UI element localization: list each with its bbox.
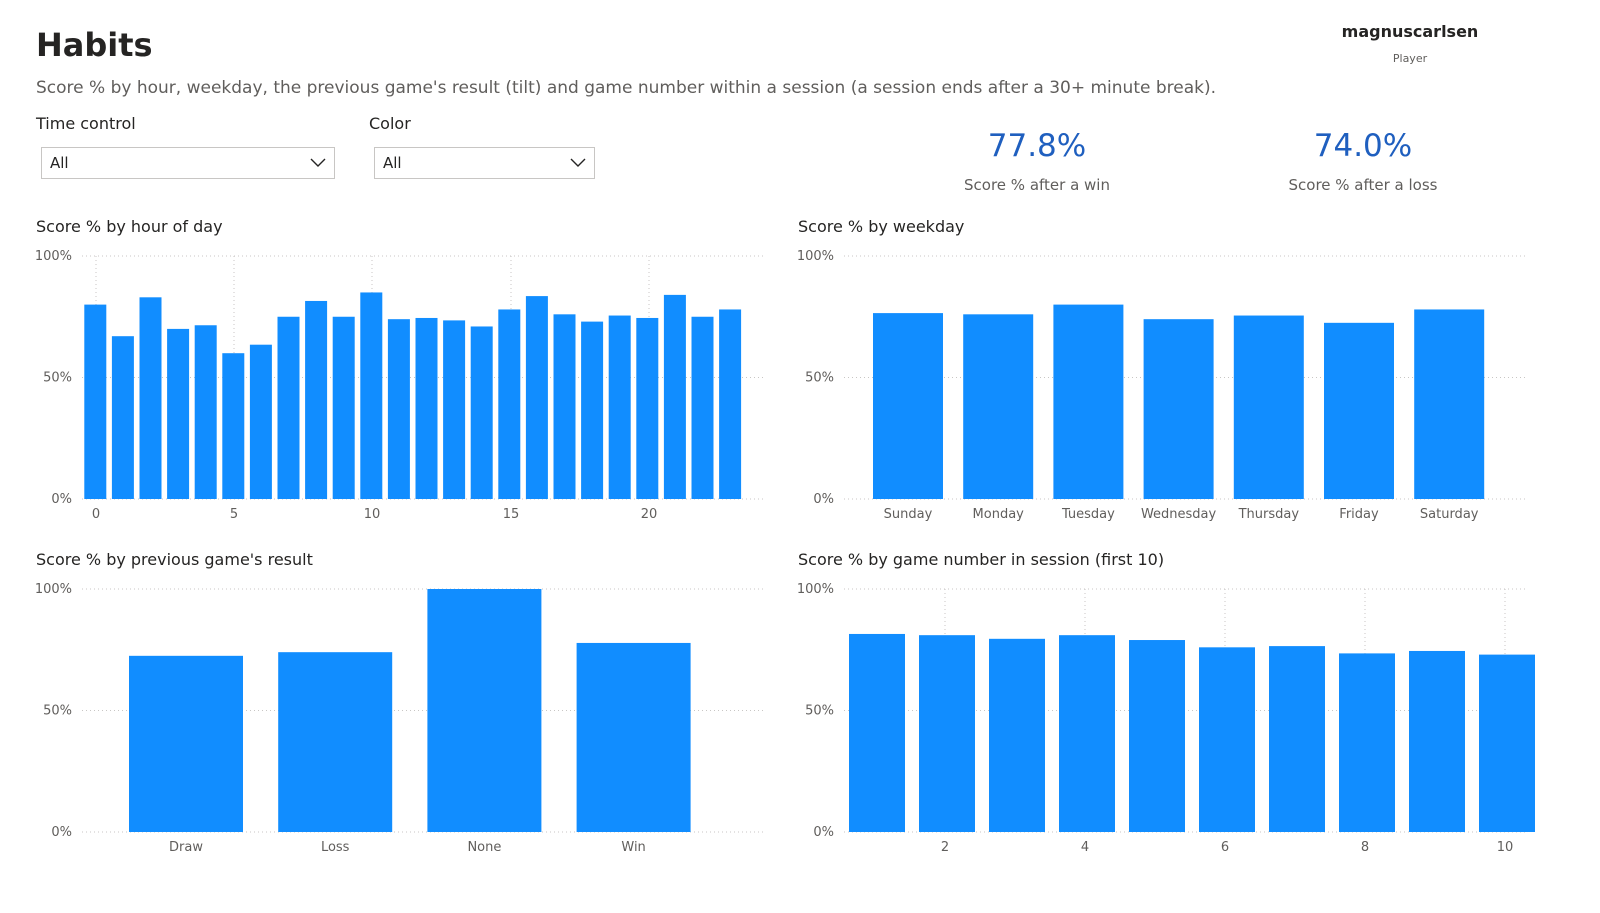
weekday-y-tick-label: 0% (813, 492, 834, 507)
player-caption: Player (1392, 52, 1428, 64)
previous-x-tick-label: Loss (321, 840, 350, 855)
previous-bar (427, 589, 542, 832)
weekday-bar (1053, 304, 1124, 499)
hour-bar (111, 336, 134, 499)
hour-bar (691, 316, 714, 499)
session-bar (1479, 654, 1535, 832)
weekday-y-tick-label: 50% (805, 371, 834, 386)
hour-bar (553, 314, 576, 499)
hour-y-tick-label: 50% (43, 371, 72, 386)
time-control-value: All (50, 154, 69, 172)
chart-title-previous-result: Score % by previous game's result (36, 550, 313, 569)
session-x-tick-label: 8 (1361, 840, 1369, 855)
previous-bar (129, 655, 243, 832)
kpi-after-loss-value: 74.0% (1313, 128, 1413, 164)
player-name: magnuscarlsen (1341, 22, 1479, 41)
session-bar (989, 638, 1045, 832)
hour-bar (525, 296, 548, 499)
color-label: Color (369, 114, 411, 133)
weekday-bar (1143, 319, 1214, 499)
hour-bar (581, 321, 604, 499)
hour-bar (498, 309, 521, 499)
session-y-tick-label: 100% (797, 582, 834, 597)
chart-title-weekday: Score % by weekday (798, 217, 965, 236)
chevron-down-icon (310, 158, 326, 168)
hour-bar (167, 328, 190, 499)
hour-bar (443, 320, 466, 499)
weekday-bar (1414, 309, 1485, 499)
weekday-bar (1233, 315, 1304, 499)
session-bar (1269, 646, 1325, 832)
session-bar (1409, 650, 1465, 832)
session-bar (1199, 647, 1255, 832)
kpi-after-win-value: 77.8% (987, 128, 1087, 164)
time-control-dropdown[interactable]: All (41, 147, 335, 179)
hour-x-tick-label: 10 (364, 507, 381, 522)
previous-x-tick-label: Draw (169, 840, 203, 855)
session-x-tick-label: 2 (941, 840, 949, 855)
hour-y-tick-label: 0% (51, 492, 72, 507)
hour-bar (305, 300, 328, 499)
weekday-bar (963, 314, 1034, 499)
session-x-tick-label: 10 (1497, 840, 1514, 855)
weekday-x-tick-label: Thursday (1238, 507, 1300, 522)
hour-bar (277, 316, 300, 499)
session-x-tick-label: 4 (1081, 840, 1089, 855)
weekday-y-tick-label: 100% (797, 249, 834, 264)
kpi-after-win-label: Score % after a win (964, 176, 1110, 194)
page-title: Habits (36, 26, 153, 64)
hour-bar (84, 304, 107, 499)
hour-bar (719, 309, 742, 499)
weekday-x-tick-label: Monday (973, 507, 1025, 522)
hour-bar (332, 316, 355, 499)
weekday-x-tick-label: Tuesday (1061, 507, 1115, 522)
session-y-tick-label: 0% (813, 825, 834, 840)
color-dropdown[interactable]: All (374, 147, 595, 179)
hour-bar (415, 317, 438, 499)
session-bar (919, 635, 975, 832)
kpi-after-loss-label: Score % after a loss (1288, 176, 1438, 194)
hour-bar (249, 344, 272, 499)
hour-bar (360, 292, 383, 499)
hour-bar (222, 353, 245, 499)
hour-bar (636, 317, 659, 499)
session-bar (1339, 653, 1395, 832)
chevron-down-icon (570, 158, 586, 168)
previous-bar (576, 642, 691, 832)
session-bar (1129, 640, 1185, 832)
weekday-x-tick-label: Saturday (1420, 507, 1479, 522)
previous-x-tick-label: Win (621, 840, 645, 855)
previous-y-tick-label: 0% (51, 825, 72, 840)
weekday-x-tick-label: Sunday (884, 507, 933, 522)
session-x-tick-label: 6 (1221, 840, 1229, 855)
page-subtitle: Score % by hour, weekday, the previous g… (36, 78, 1217, 98)
hour-bar (470, 326, 493, 499)
weekday-bar (873, 313, 943, 499)
session-bar (849, 633, 905, 832)
hour-y-tick-label: 100% (35, 249, 72, 264)
hour-x-tick-label: 15 (503, 507, 520, 522)
hour-bar (387, 319, 410, 499)
chart-title-session: Score % by game number in session (first… (798, 550, 1165, 569)
time-control-label: Time control (36, 114, 136, 133)
weekday-x-tick-label: Friday (1339, 507, 1379, 522)
hour-x-tick-label: 0 (92, 507, 100, 522)
hour-x-tick-label: 5 (230, 507, 238, 522)
session-y-tick-label: 50% (805, 704, 834, 719)
hour-bar (139, 297, 162, 499)
hour-bar (663, 294, 686, 499)
hour-bar (194, 325, 217, 499)
weekday-bar (1324, 322, 1394, 499)
weekday-x-tick-label: Wednesday (1141, 507, 1217, 522)
session-bar (1059, 635, 1115, 832)
previous-y-tick-label: 100% (35, 582, 72, 597)
hour-bar (608, 315, 631, 499)
previous-x-tick-label: None (467, 840, 501, 855)
previous-y-tick-label: 50% (43, 704, 72, 719)
chart-title-hour: Score % by hour of day (36, 217, 223, 236)
color-value: All (383, 154, 402, 172)
previous-bar (278, 652, 393, 832)
hour-x-tick-label: 20 (641, 507, 658, 522)
